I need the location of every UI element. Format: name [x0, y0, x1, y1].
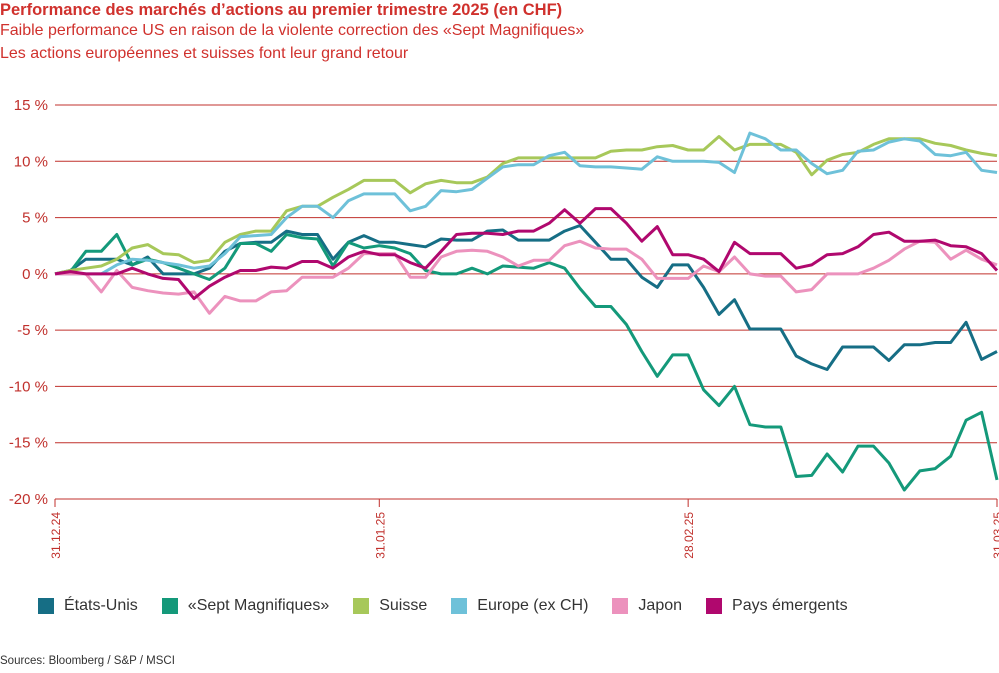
y-tick-label: -10 %	[9, 378, 48, 395]
series-line-1	[54, 233, 999, 492]
legend-item: États-Unis	[38, 597, 138, 615]
series-lines	[54, 131, 999, 492]
y-axis-tick-labels: 15 % 10 % 5 % 0 % -5 % -10 % -15 % -20 %	[9, 97, 48, 508]
legend-item: Japon	[612, 597, 682, 615]
legend-label: États-Unis	[64, 597, 138, 614]
y-tick-label: 5 %	[22, 210, 48, 227]
legend: États-Unis «Sept Magnifiques» Suisse Europe…	[38, 597, 872, 615]
x-tick-label: 31.03.25	[991, 512, 999, 559]
y-tick-label: -5 %	[17, 322, 48, 339]
chart-subtitle-2: Les actions européennes et suisses font …	[0, 45, 409, 62]
chart-subtitle-1: Faible performance US en raison de la vi…	[0, 22, 585, 39]
grid-layer	[55, 104, 997, 500]
y-tick-label: -20 %	[9, 491, 48, 508]
legend-swatch	[161, 598, 178, 614]
legend-swatch	[451, 598, 468, 614]
x-tick-label: 31.12.24	[49, 512, 63, 559]
series-line-5	[54, 207, 999, 301]
legend-swatch	[706, 598, 723, 614]
legend-label: «Sept Magnifiques»	[187, 597, 330, 614]
legend-swatch	[38, 598, 54, 614]
legend-label: Europe (ex CH)	[477, 597, 589, 614]
x-tick-label: 28.02.25	[682, 512, 696, 559]
x-axis-tick-labels: 31.12.24 31.01.25 28.02.25 31.03.25	[49, 499, 999, 559]
y-tick-label: 0 %	[22, 266, 48, 283]
legend-item: «Sept Magnifiques»	[161, 597, 330, 615]
series-line-2	[54, 135, 998, 276]
legend-label: Japon	[638, 597, 683, 614]
chart-title: Performance des marchés d’actions au pre…	[0, 1, 563, 19]
legend-label: Pays émergents	[732, 597, 848, 614]
series-line-3	[55, 131, 998, 276]
legend-label: Suisse	[379, 597, 428, 614]
legend-item: Suisse	[353, 597, 427, 615]
series-line-4	[55, 239, 998, 315]
y-tick-label: 15 %	[14, 97, 48, 114]
legend-swatch	[612, 598, 629, 614]
x-tick-label: 31.01.25	[373, 512, 387, 559]
y-tick-label: -15 %	[9, 435, 48, 452]
legend-swatch	[353, 598, 370, 614]
legend-item: Europe (ex CH)	[451, 597, 588, 615]
legend-item: Pays émergents	[706, 597, 848, 615]
source-note: Sources: Bloomberg / S&P / MSCI	[0, 655, 175, 667]
y-tick-label: 10 %	[14, 153, 48, 170]
